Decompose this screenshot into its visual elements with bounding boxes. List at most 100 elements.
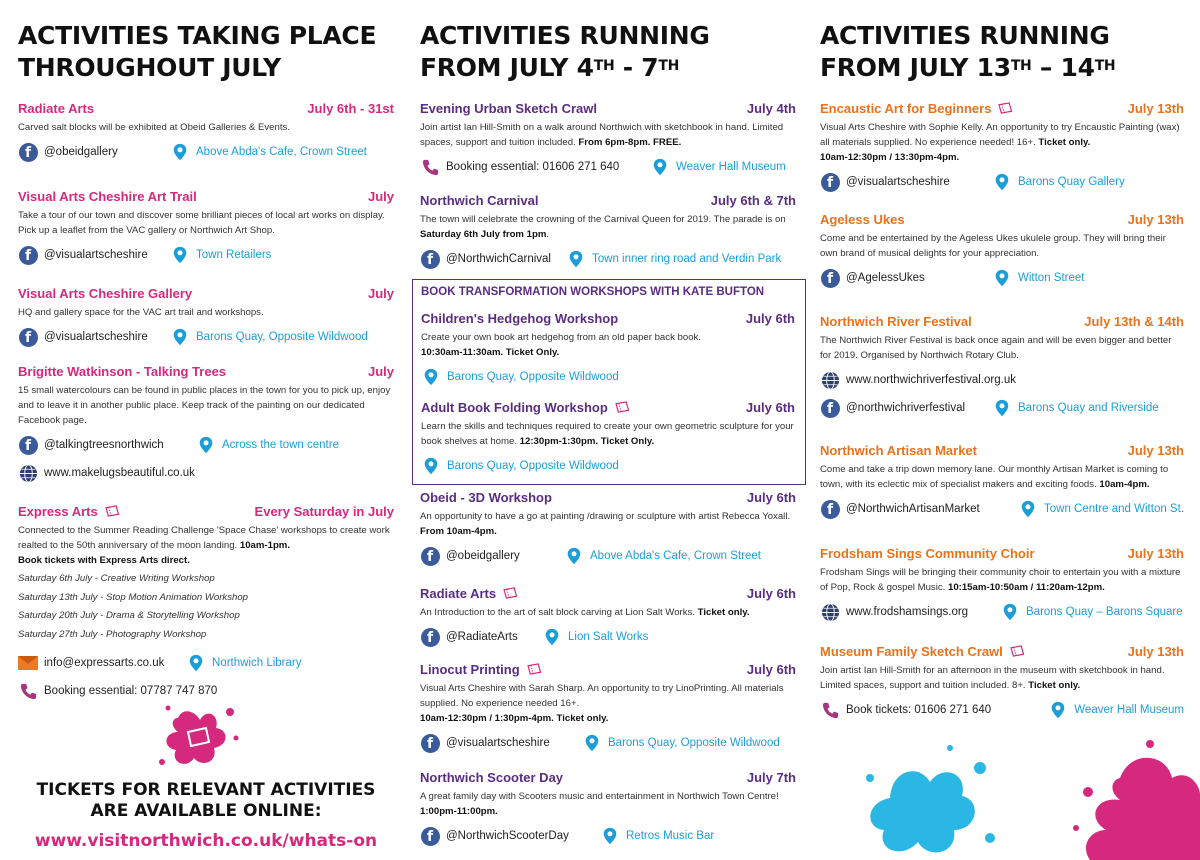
- phone-link[interactable]: Booking essential: 07787 747 870: [18, 681, 217, 701]
- facebook-link[interactable]: f @visualartscheshire: [18, 327, 170, 347]
- phone-text: Booking essential: 01606 271 640: [446, 161, 620, 173]
- location-link[interactable]: Barons Quay and Riverside: [992, 398, 1159, 418]
- section-heading: ACTIVITIES RUNNING FROM JULY 13TH – 14TH: [820, 20, 1116, 84]
- facebook-handle: @visualartscheshire: [846, 176, 950, 188]
- email-text: info@expressarts.co.uk: [44, 657, 165, 669]
- event-description: Create your own book art hedgehog from a…: [421, 332, 701, 358]
- event-description: The town will celebrate the crowning of …: [420, 214, 786, 240]
- phone-text: Book tickets: 01606 271 640: [846, 704, 992, 716]
- location-pin-icon: [582, 733, 602, 753]
- facebook-icon: f: [820, 268, 840, 288]
- heading-line-1: ACTIVITIES TAKING PLACE: [18, 21, 377, 50]
- facebook-icon: f: [820, 172, 840, 192]
- event-title: Adult Book Folding Workshop: [421, 399, 608, 415]
- heading-line-2: THROUGHOUT JULY: [18, 53, 281, 82]
- column-july-13-14: ACTIVITIES RUNNING FROM JULY 13TH – 14TH…: [820, 0, 1184, 860]
- location-link[interactable]: Above Abda's Cafe, Crown Street: [564, 546, 761, 566]
- event-date: July 13th & 14th: [1084, 313, 1184, 329]
- website-link[interactable]: www.northwichriverfestival.org.uk: [820, 370, 1016, 390]
- location-link[interactable]: Across the town centre: [196, 435, 339, 455]
- location-text: Across the town centre: [222, 439, 339, 451]
- website-link[interactable]: www.frodshamsings.org: [820, 602, 1000, 622]
- event-description: Come and take a trip down memory lane. O…: [820, 464, 1169, 490]
- phone-icon: [820, 700, 840, 720]
- phone-link[interactable]: Book tickets: 01606 271 640: [820, 700, 1048, 720]
- website-text: www.makelugsbeautiful.co.uk: [44, 467, 195, 479]
- event-date: July 13th: [1127, 545, 1184, 561]
- event-date: July 7th: [746, 769, 796, 785]
- location-link[interactable]: Lion Salt Works: [542, 627, 648, 647]
- event-date: July 6th: [746, 585, 796, 601]
- tickets-url-link[interactable]: www.visitnorthwich.co.uk/whats-on: [34, 831, 378, 851]
- list-item: Saturday 6th July - Creative Writing Wor…: [18, 573, 215, 584]
- location-pin-icon: [600, 826, 620, 846]
- paint-splashes-icon: [866, 740, 1200, 860]
- location-link[interactable]: Barons Quay, Opposite Wildwood: [421, 456, 619, 476]
- list-item: Saturday 13th July - Stop Motion Animati…: [18, 591, 249, 603]
- location-pin-icon: [421, 456, 441, 476]
- location-text: Lion Salt Works: [568, 631, 649, 643]
- facebook-link[interactable]: f @obeidgallery: [18, 142, 170, 162]
- event-description: 15 small watercolours can be found in pu…: [18, 385, 391, 426]
- email-link[interactable]: info@expressarts.co.uk: [18, 653, 186, 673]
- section-heading: ACTIVITIES RUNNING FROM JULY 4TH - 7TH: [420, 20, 710, 84]
- event-description: An Introduction to the art of salt block…: [420, 607, 750, 618]
- location-link[interactable]: Barons Quay Gallery: [992, 172, 1125, 192]
- facebook-icon: f: [420, 826, 440, 846]
- facebook-link[interactable]: f @RadiateArts: [420, 627, 542, 647]
- event-date: July: [367, 363, 394, 379]
- location-link[interactable]: Witton Street: [992, 268, 1084, 288]
- event-date: July 13th: [1127, 211, 1184, 227]
- section-heading: ACTIVITIES TAKING PLACE THROUGHOUT JULY: [18, 20, 377, 84]
- event-description: Learn the skills and techniques required…: [421, 421, 794, 447]
- location-link[interactable]: Town Retailers: [170, 245, 271, 265]
- facebook-link[interactable]: f @NorthwichCarnival: [420, 249, 566, 269]
- location-link[interactable]: Barons Quay, Opposite Wildwood: [421, 367, 619, 387]
- event-date: July 13th: [1127, 643, 1184, 659]
- location-link[interactable]: Barons Quay, Opposite Wildwood: [170, 327, 368, 347]
- website-link[interactable]: www.makelugsbeautiful.co.uk: [18, 463, 195, 483]
- facebook-link[interactable]: f @visualartscheshire: [420, 733, 582, 753]
- event-description: Come and be entertained by the Ageless U…: [820, 233, 1166, 259]
- location-pin-icon: [650, 157, 670, 177]
- workshop-list: Saturday 6th July - Creative Writing Wor…: [18, 570, 394, 644]
- location-link[interactable]: Weaver Hall Museum: [1048, 700, 1184, 720]
- facebook-icon: f: [18, 327, 38, 347]
- location-link[interactable]: Retros Music Bar: [600, 826, 714, 846]
- event-title: Evening Urban Sketch Crawl: [420, 100, 597, 116]
- event-title: Linocut Printing: [420, 661, 520, 677]
- location-link[interactable]: Above Abda's Cafe, Crown Street: [170, 142, 367, 162]
- facebook-link[interactable]: f @talkingtreesnorthwich: [18, 435, 196, 455]
- location-link[interactable]: Weaver Hall Museum: [650, 157, 786, 177]
- facebook-icon: f: [18, 245, 38, 265]
- location-link[interactable]: Barons Quay – Barons Square: [1000, 602, 1183, 622]
- location-link[interactable]: Town inner ring road and Verdin Park: [566, 249, 781, 269]
- location-text: Town Centre and Witton St.: [1044, 503, 1184, 515]
- facebook-link[interactable]: f @obeidgallery: [420, 546, 564, 566]
- event-artisan-market: Northwich Artisan Market July 13th Come a…: [820, 441, 1184, 520]
- facebook-handle: @NorthwichArtisanMarket: [846, 503, 980, 515]
- facebook-link[interactable]: f @visualartscheshire: [18, 245, 170, 265]
- location-pin-icon: [1018, 499, 1038, 519]
- location-text: Barons Quay, Opposite Wildwood: [447, 460, 619, 472]
- ticket-icon: [997, 102, 1014, 114]
- event-title: Children's Hedgehog Workshop: [421, 310, 619, 326]
- event-river-festival: Northwich River Festival July 13th & 14th…: [820, 312, 1184, 419]
- phone-link[interactable]: Booking essential: 01606 271 640: [420, 157, 650, 177]
- facebook-icon: f: [18, 142, 38, 162]
- event-radiate-arts: Radiate Arts July 6th - 31st Carved salt …: [18, 99, 394, 163]
- facebook-link[interactable]: f @northwichriverfestival: [820, 398, 992, 418]
- location-link[interactable]: Barons Quay, Opposite Wildwood: [582, 733, 780, 753]
- facebook-handle: @talkingtreesnorthwich: [44, 439, 164, 451]
- facebook-link[interactable]: f @NorthwichArtisanMarket: [820, 499, 1018, 519]
- facebook-link[interactable]: f @visualartscheshire: [820, 172, 992, 192]
- event-date: July 6th & 7th: [710, 192, 796, 208]
- facebook-link[interactable]: f @NorthwichScooterDay: [420, 826, 600, 846]
- event-date: July 6th - 31st: [307, 100, 394, 116]
- event-ageless-ukes: Ageless Ukes July 13th Come and be entert…: [820, 210, 1184, 289]
- event-northwich-carnival: Northwich Carnival July 6th & 7th The tow…: [420, 191, 796, 270]
- location-link[interactable]: Town Centre and Witton St.: [1018, 499, 1184, 519]
- event-museum-sketch-crawl: Museum Family Sketch Crawl July 13th Join…: [820, 642, 1184, 721]
- facebook-link[interactable]: f @AgelessUkes: [820, 268, 992, 288]
- location-link[interactable]: Northwich Library: [186, 653, 301, 673]
